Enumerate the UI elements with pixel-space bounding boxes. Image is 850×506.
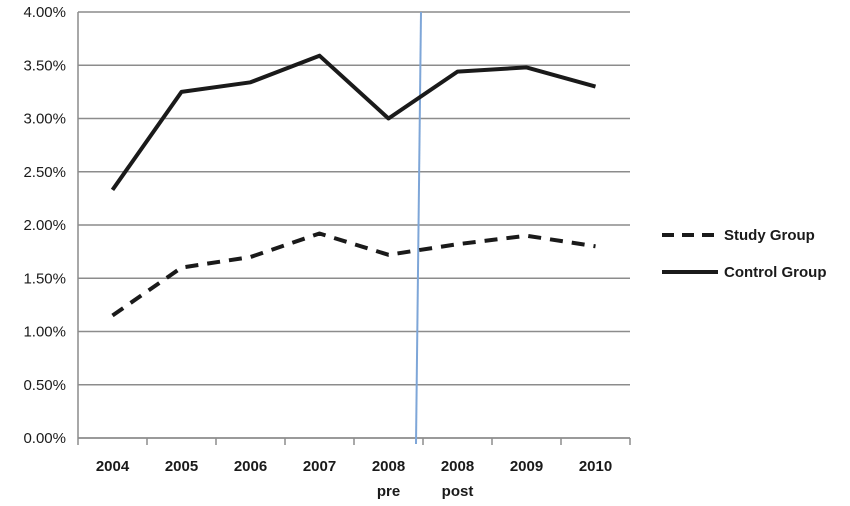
y-tick-label: 0.00% [23, 430, 66, 447]
series-layer [110, 53, 597, 318]
x-tick-label: 2004 [96, 458, 130, 475]
y-tick-label: 1.50% [23, 270, 66, 287]
legend: Study Group Control Group [662, 227, 826, 281]
x-tick-label: 2005 [165, 458, 198, 475]
x-tick-label: 2008 [441, 458, 474, 475]
axes [77, 12, 631, 445]
legend-label-control-group: Control Group [724, 264, 826, 281]
y-tick-label: 2.00% [23, 217, 66, 234]
x-axis-ticks: 2004 2005 2006 2007 2008 pre 2008 post 2009 2010 [96, 458, 612, 500]
y-tick-label: 2.50% [23, 164, 66, 181]
y-tick-label: 4.00% [23, 4, 66, 21]
x-tick-sublabel: post [442, 483, 474, 500]
x-tick-label: 2010 [579, 458, 612, 475]
legend-label-study-group: Study Group [724, 227, 815, 244]
x-tick-label: 2007 [303, 458, 336, 475]
y-tick-label: 0.50% [23, 377, 66, 394]
pre-post-divider [415, 11, 422, 445]
y-tick-label: 3.50% [23, 57, 66, 74]
series-line-study-group [111, 231, 596, 318]
pre-post-divider-layer [415, 11, 422, 445]
series-line-control-group [110, 53, 597, 192]
x-tick-label: 2008 [372, 458, 405, 475]
x-tick-label: 2009 [510, 458, 543, 475]
y-tick-label: 3.00% [23, 111, 66, 128]
y-axis-ticks: 0.00% 0.50% 1.00% 1.50% 2.00% 2.50% 3.00% 3.50%… [23, 4, 66, 447]
gridlines [78, 11, 630, 439]
y-tick-label: 1.00% [23, 324, 66, 341]
x-tick-sublabel: pre [377, 483, 400, 500]
x-tick-label: 2006 [234, 458, 267, 475]
